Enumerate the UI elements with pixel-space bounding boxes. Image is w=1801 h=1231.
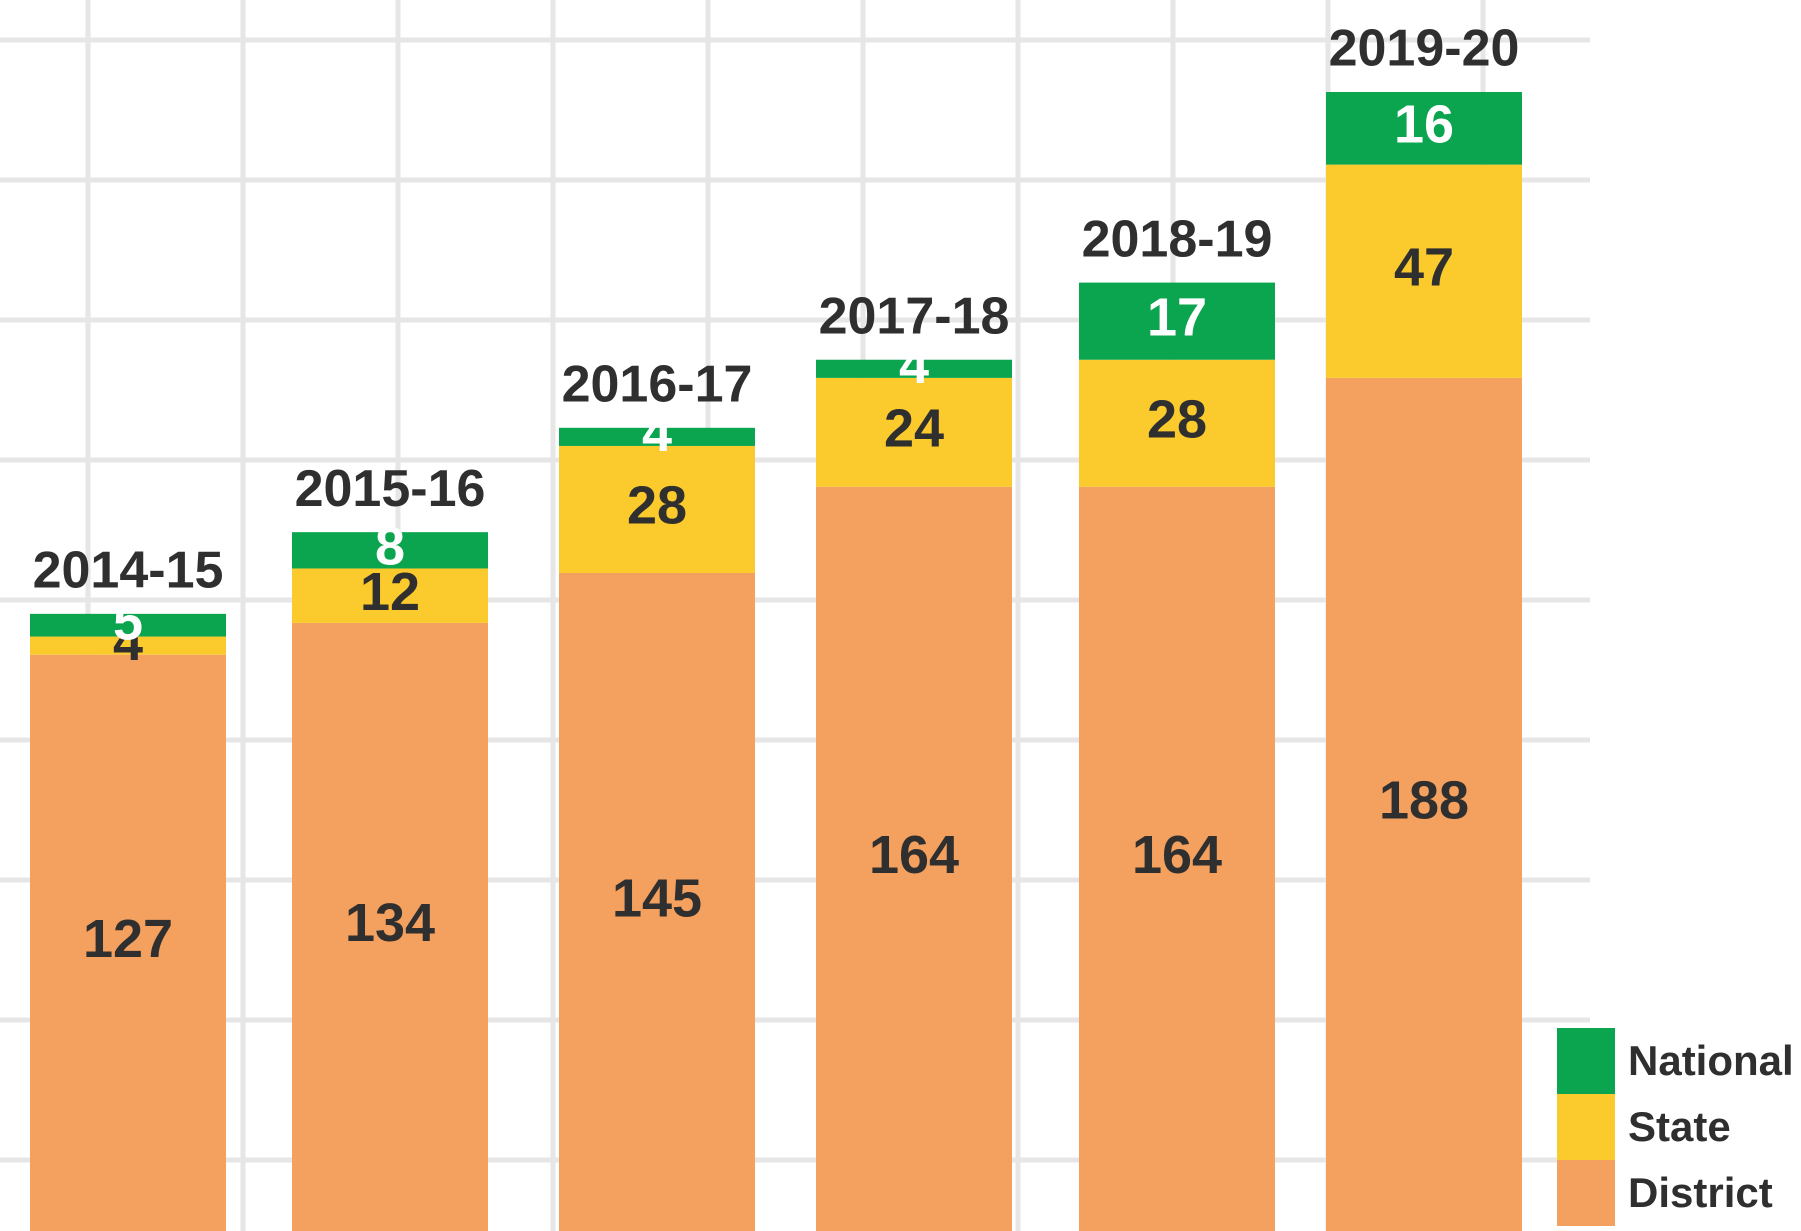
chart: 127452014-151341282015-161452842016-1716…	[0, 0, 1801, 1231]
legend-swatch	[1557, 1160, 1615, 1226]
value-label: 47	[1394, 238, 1454, 298]
legend-label: State	[1628, 1103, 1731, 1150]
category-label: 2015-16	[295, 460, 486, 518]
value-label: 127	[83, 909, 173, 969]
category-label: 2017-18	[819, 287, 1010, 345]
value-label: 164	[869, 825, 959, 885]
value-label: 28	[627, 476, 687, 536]
category-label: 2019-20	[1329, 20, 1520, 78]
value-label: 24	[884, 399, 944, 459]
value-label: 164	[1132, 825, 1222, 885]
value-label: 16	[1394, 95, 1454, 155]
category-label: 2014-15	[33, 542, 224, 600]
value-label: 17	[1147, 287, 1207, 347]
legend-swatch	[1557, 1094, 1615, 1160]
legend-label: National	[1628, 1037, 1794, 1084]
category-label: 2018-19	[1082, 210, 1273, 268]
value-label: 5	[113, 591, 143, 651]
legend-label: District	[1628, 1169, 1773, 1216]
value-label: 188	[1379, 771, 1469, 831]
value-label: 8	[375, 517, 405, 577]
legend-swatch	[1557, 1028, 1615, 1094]
value-label: 134	[345, 893, 435, 953]
value-label: 145	[612, 868, 702, 928]
value-label: 28	[1147, 390, 1207, 450]
category-label: 2016-17	[562, 356, 753, 414]
